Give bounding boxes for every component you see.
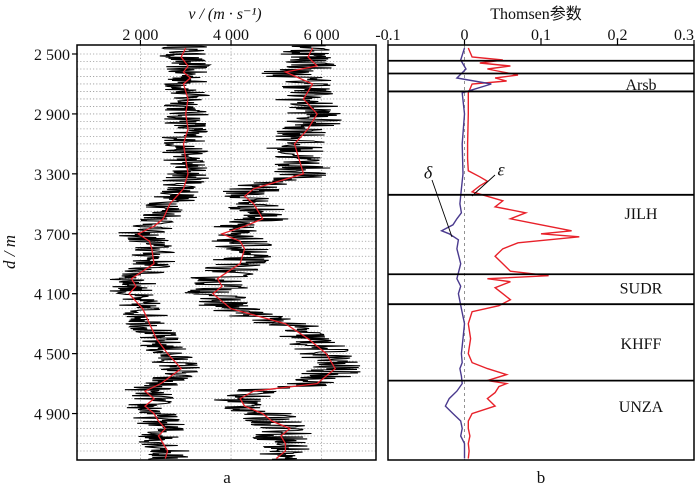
panel-b-frame [387,44,695,461]
y-axis-title: d / m [0,235,19,269]
x-tick-label: 0.1 [531,27,551,44]
y-tick-label: 3 700 [34,227,70,244]
series-smoothed-velocity-1 [128,47,192,459]
x-tick-label: 0.3 [674,27,694,44]
x-tick-label: 4 000 [213,27,249,44]
x-tick-label: 0.2 [608,27,628,44]
y-tick-label: 2 900 [34,107,70,124]
series-smoothed-velocity-3 [211,47,337,460]
delta-leader-line [431,179,453,238]
delta-annotation: δ [424,162,433,182]
panel-label-a: a [223,468,231,487]
y-tick-label: 4 500 [34,347,70,364]
x-tick-label: 0 [461,27,469,44]
formation-label: SUDR [620,281,663,298]
x-tick-label: 6 000 [304,27,340,44]
x-axis-title: Thomsen参数 [490,5,582,23]
panel-label-b: b [537,468,546,487]
x-tick-label: 2 000 [122,27,158,44]
y-tick-label: 2 500 [34,47,70,64]
y-tick-label: 4 900 [34,407,70,424]
x-axis-title: v / (m · s⁻¹) [188,6,261,23]
series-raw-velocity-2 [184,45,361,460]
y-tick-label: 4 100 [34,287,70,304]
epsilon-leader-line [471,174,496,197]
series-raw-velocity-0 [109,45,212,460]
formation-label: JILH [625,206,658,223]
x-tick-label: -0.1 [375,27,400,44]
formation-label: KHFF [621,336,662,353]
series-epsilon [466,47,580,459]
epsilon-annotation: ε [497,159,505,179]
panel-a-frame [76,44,377,461]
panel-b: Arsb JILH SUDR KHFF UNZA δ ε -0.1 0 0.1 0.2 0.3 Thom… [375,5,695,487]
series-delta [439,47,492,459]
panel-a: 2 000 4 000 6 000 2 500 2 900 3 300 3 700 4 100… [0,6,377,487]
formation-label: UNZA [619,399,664,416]
y-tick-label: 3 300 [34,167,70,184]
formation-label: Arsb [625,77,656,94]
